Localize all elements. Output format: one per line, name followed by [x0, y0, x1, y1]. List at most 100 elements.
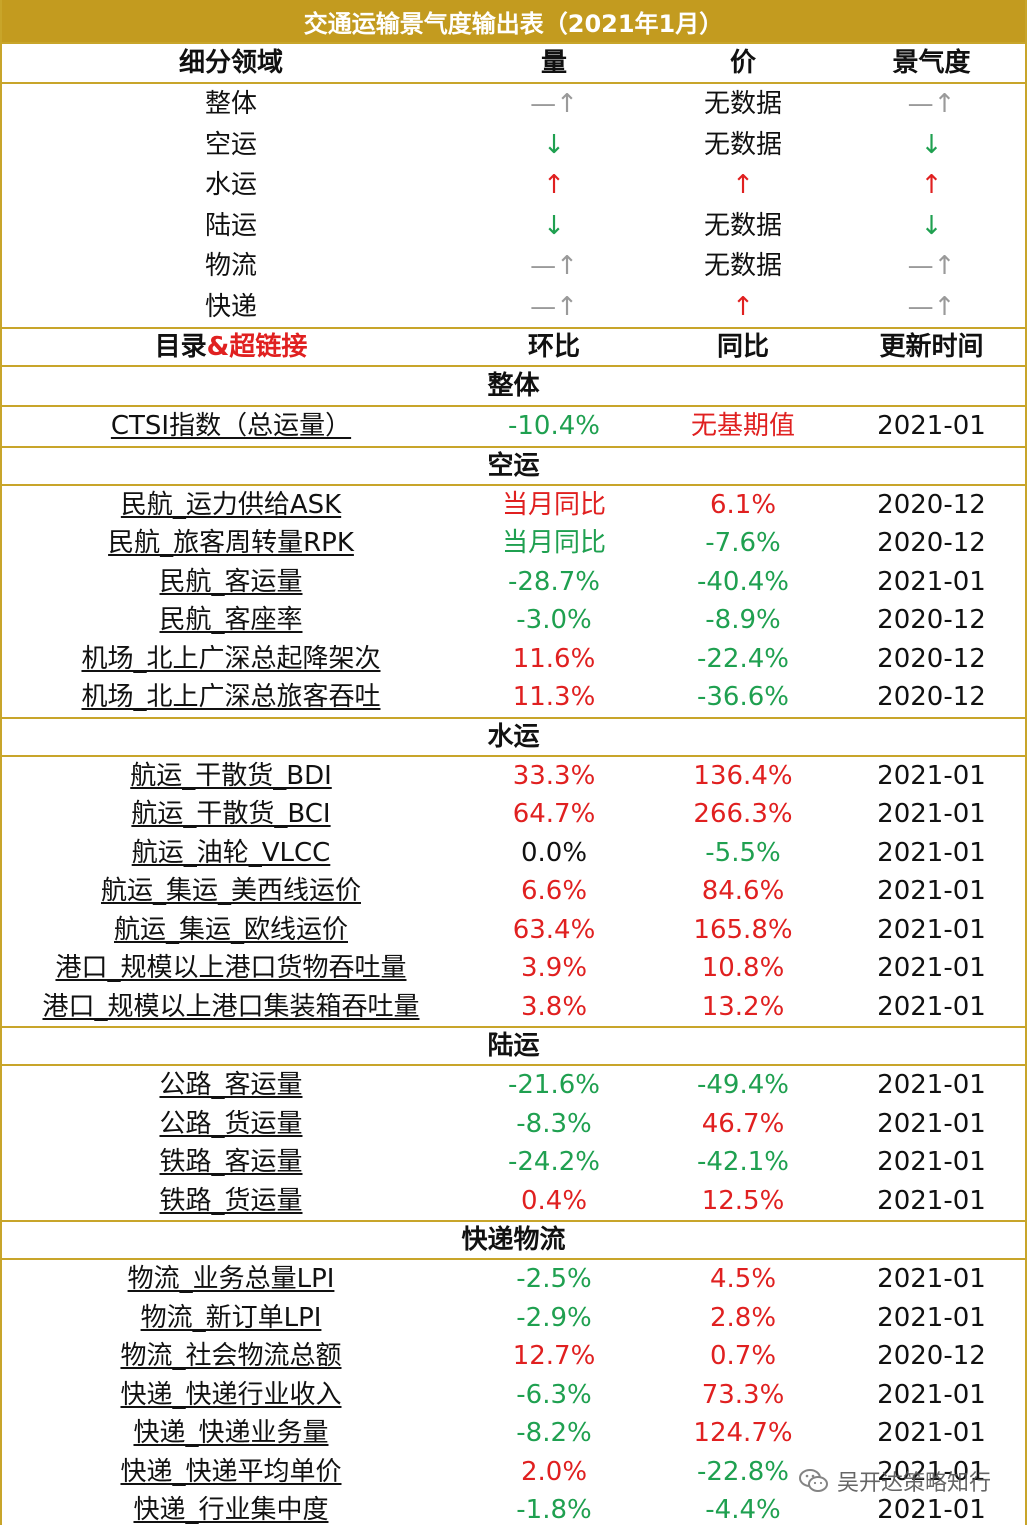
yoy-value: 2.8% [709, 1302, 777, 1333]
update-date: 2020-12 [877, 682, 986, 713]
update-date: 2021-01 [877, 566, 986, 597]
table-row: 快递_快递平均单价 2.0% -22.8% 2021-01 [2, 1453, 1025, 1492]
indicator-link[interactable]: 航运_集运_欧线运价 [113, 914, 348, 945]
detail-header-catalog: 目录&超链接 [2, 334, 460, 360]
yoy-value: -42.1% [697, 1147, 789, 1178]
summary-header-price: 价 [729, 48, 756, 78]
segment-name: 快递 [204, 291, 257, 322]
volume-trend: ↓ [543, 210, 565, 241]
summary-header-boom: 景气度 [892, 48, 971, 78]
mom-value: 63.4% [512, 914, 596, 945]
indicator-link[interactable]: 铁路_客运量 [159, 1147, 303, 1178]
update-date: 2020-12 [877, 1341, 986, 1372]
yoy-value: 13.2% [701, 991, 785, 1022]
summary-row: 快递 —↑ ↑ —↑ [2, 287, 1025, 328]
watermark-text: 吴开达策略知行 [836, 1471, 991, 1496]
update-date: 2021-01 [877, 991, 986, 1022]
wechat-icon [798, 1468, 829, 1494]
section-title: 整体 [487, 371, 540, 401]
detail-header-hyperlink-label: &超链接 [206, 332, 308, 362]
update-date: 2021-01 [877, 1456, 986, 1487]
update-date: 2021-01 [877, 1379, 986, 1410]
indicator-link[interactable]: 公路_货运量 [159, 1108, 303, 1139]
section-title: 空运 [487, 450, 540, 481]
indicator-link[interactable]: 航运_干散货_BDI [130, 760, 332, 791]
detail-header-mom: 环比 [527, 332, 580, 362]
table-row: 物流_新订单LPI -2.9% 2.8% 2021-01 [2, 1299, 1025, 1338]
indicator-link[interactable]: 民航_旅客周转量RPK [108, 528, 354, 559]
indicator-link[interactable]: 公路_客运量 [159, 1070, 303, 1101]
watermark: 吴开达策略知行 [798, 1465, 991, 1497]
summary-header-volume: 量 [540, 48, 567, 78]
yoy-value: -36.6% [697, 682, 789, 713]
price-trend: ↑ [732, 170, 754, 201]
table-row: 航运_集运_欧线运价 63.4% 165.8% 2021-01 [2, 911, 1025, 950]
table-row: 航运_干散货_BCI 64.7% 266.3% 2021-01 [2, 795, 1025, 834]
mom-value: -24.2% [508, 1147, 600, 1178]
indicator-link[interactable]: 航运_集运_美西线运价 [100, 876, 361, 907]
indicator-link[interactable]: 民航_运力供给ASK [120, 489, 342, 520]
indicator-link[interactable]: 机场_北上广深总旅客吞吐 [81, 682, 381, 713]
update-date: 2020-12 [877, 528, 986, 559]
yoy-value: -22.4% [697, 643, 789, 674]
section-title: 快递物流 [461, 1225, 566, 1255]
section-header: 整体 [2, 367, 1025, 407]
indicator-link[interactable]: 物流_社会物流总额 [120, 1341, 342, 1372]
price-trend: 无数据 [703, 251, 782, 282]
summary-header-segment: 细分领域 [178, 48, 283, 78]
update-date: 2021-01 [877, 411, 986, 442]
indicator-link[interactable]: 快递_快递平均单价 [120, 1456, 342, 1487]
indicator-link[interactable]: 民航_客运量 [159, 566, 303, 597]
yoy-value: 10.8% [701, 953, 785, 984]
indicator-link[interactable]: 航运_干散货_BCI [131, 799, 331, 830]
mom-value: -28.7% [508, 566, 600, 597]
indicator-link[interactable]: 港口_规模以上港口集装箱吞吐量 [42, 991, 420, 1022]
indicator-link[interactable]: 铁路_货运量 [159, 1185, 303, 1216]
table-row: 民航_运力供给ASK 当月同比 6.1% 2020-12 [2, 486, 1025, 525]
mom-value: -21.6% [508, 1070, 600, 1101]
table-row: 机场_北上广深总旅客吞吐 11.3% -36.6% 2020-12 [2, 678, 1025, 717]
mom-value: 33.3% [512, 760, 596, 791]
mom-value: 当月同比 [501, 489, 606, 520]
yoy-value: 6.1% [709, 489, 777, 520]
indicator-link[interactable]: 航运_油轮_VLCC [131, 837, 331, 868]
volume-trend: ↓ [543, 129, 565, 160]
volume-trend: —↑ [530, 291, 578, 322]
indicator-link[interactable]: 快递_快递行业收入 [120, 1379, 342, 1410]
yoy-value: -49.4% [697, 1070, 789, 1101]
update-date: 2021-01 [877, 914, 986, 945]
update-date: 2021-01 [877, 799, 986, 830]
boom-trend: ↓ [920, 210, 943, 241]
table-row: 物流_业务总量LPI -2.5% 4.5% 2021-01 [2, 1260, 1025, 1299]
price-trend: 无数据 [703, 210, 782, 241]
table-row: 铁路_客运量 -24.2% -42.1% 2021-01 [2, 1143, 1025, 1182]
boom-trend: ↓ [920, 129, 943, 160]
table-row: 快递_行业集中度 -1.8% -4.4% 2021-01 [2, 1491, 1025, 1530]
section-title: 陆运 [487, 1031, 540, 1061]
yoy-value: 73.3% [701, 1379, 785, 1410]
table-row: CTSI指数（总运量） -10.4% 无基期值 2021-01 [2, 407, 1025, 446]
indicator-link[interactable]: 物流_业务总量LPI [127, 1264, 335, 1295]
boom-trend: —↑ [907, 89, 956, 120]
mom-value: 0.4% [520, 1185, 588, 1216]
indicator-link[interactable]: 快递_行业集中度 [133, 1495, 329, 1526]
table-row: 民航_客运量 -28.7% -40.4% 2021-01 [2, 563, 1025, 602]
summary-row: 水运 ↑ ↑ ↑ [2, 165, 1025, 206]
yoy-value: -7.6% [705, 528, 781, 559]
indicator-link[interactable]: 民航_客座率 [159, 605, 303, 636]
table-title: 交通运输景气度输出表（2021年1月） [2, 0, 1025, 44]
table-row: 铁路_货运量 0.4% 12.5% 2021-01 [2, 1182, 1025, 1221]
boom-trend: —↑ [907, 251, 956, 282]
indicator-link[interactable]: 快递_快递业务量 [133, 1418, 329, 1449]
summary-header-row: 细分领域 量 价 景气度 [2, 44, 1025, 84]
yoy-value: -22.8% [697, 1456, 789, 1487]
indicator-link[interactable]: 港口_规模以上港口货物吞吐量 [55, 953, 407, 984]
indicator-link[interactable]: CTSI指数（总运量） [110, 411, 352, 442]
section-header: 陆运 [2, 1026, 1025, 1066]
yoy-value: 136.4% [693, 760, 793, 791]
update-date: 2021-01 [877, 1108, 986, 1139]
indicator-link[interactable]: 机场_北上广深总起降架次 [81, 643, 381, 674]
indicator-link[interactable]: 物流_新订单LPI [140, 1302, 322, 1333]
update-date: 2021-01 [877, 1185, 986, 1216]
price-trend: ↑ [732, 291, 754, 322]
